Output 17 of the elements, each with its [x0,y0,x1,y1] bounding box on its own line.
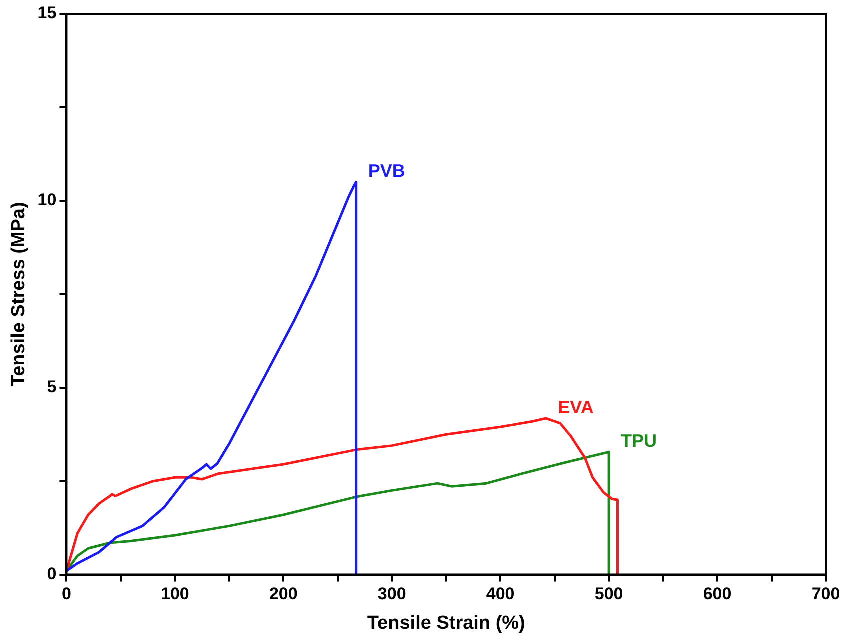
x-tick-label: 600 [703,584,732,604]
series-label: PVB [368,161,406,182]
y-tick-label: 10 [38,190,57,210]
x-tick-label: 0 [62,584,72,604]
series-label: TPU [621,431,658,452]
y-tick-label: 5 [47,378,57,397]
y-tick-label: 0 [47,564,57,584]
x-tick-label: 400 [486,584,515,604]
x-axis-title: Tensile Strain (%) [367,612,526,634]
x-tick-label: 200 [269,584,298,604]
y-axis-title: Tensile Stress (MPa) [8,202,30,387]
y-tick-label: 15 [38,4,57,23]
series-label: EVA [558,397,594,418]
x-tick-label: 700 [812,584,840,604]
x-tick-label: 500 [594,584,624,604]
x-tick-label: 300 [378,584,406,604]
x-tick-label: 100 [160,584,190,604]
